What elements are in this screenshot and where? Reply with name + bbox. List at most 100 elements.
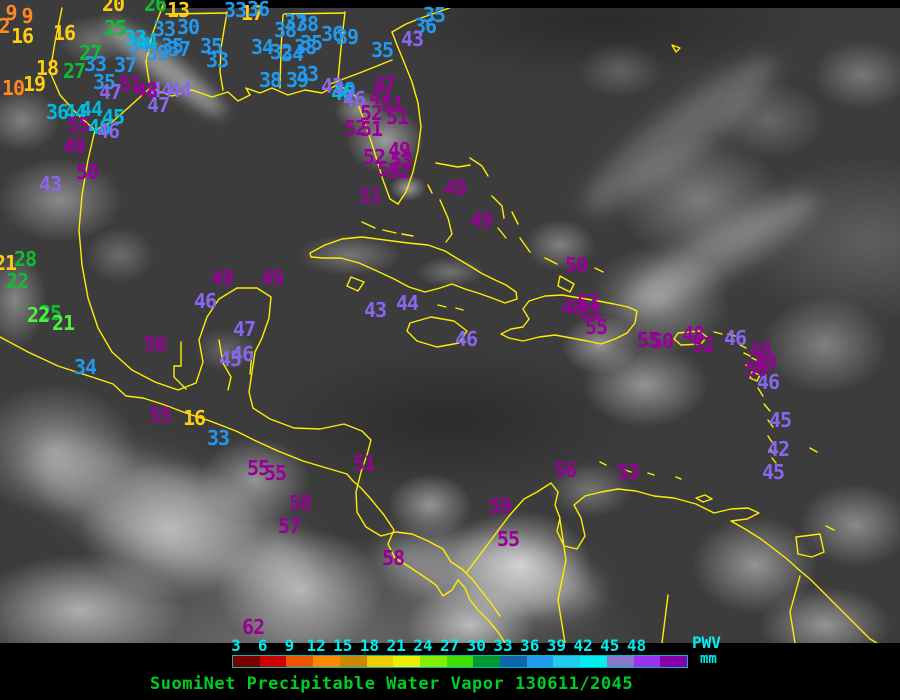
station-pwv-value: 59 xyxy=(488,494,512,518)
colorbar-unit-sub-label: mm xyxy=(700,651,717,667)
station-pwv-value: 39 xyxy=(335,25,359,49)
station-pwv-value: 57 xyxy=(277,514,301,538)
station-pwv-value: 46 xyxy=(230,342,254,366)
border-al-ga xyxy=(337,11,346,81)
station-pwv-value: 25 xyxy=(38,301,62,325)
station-pwv-value: 13 xyxy=(166,0,190,22)
station-pwv-value: 36 xyxy=(413,14,437,38)
coastline-south-america xyxy=(466,482,878,644)
station-pwv-value: 9 xyxy=(21,4,33,28)
station-pwv-value: 49 xyxy=(62,134,86,158)
station-pwv-value: 16 xyxy=(52,21,76,45)
station-pwv-value: 48 xyxy=(134,78,158,102)
station-pwv-value: 47 xyxy=(368,85,392,109)
colorbar-unit-label: PWV xyxy=(692,633,721,652)
station-pwv-value: 46 xyxy=(756,370,780,394)
coastline-jamaica xyxy=(406,316,468,348)
station-pwv-value: 48 xyxy=(681,322,705,346)
station-pwv-value: 16 xyxy=(10,24,34,48)
colorbar-tick-label: 33 xyxy=(493,636,513,655)
station-pwv-value: 49 xyxy=(753,350,777,374)
border-ms-al xyxy=(279,14,284,89)
station-pwv-value: 34 xyxy=(127,33,151,57)
station-pwv-value: 28 xyxy=(13,247,37,271)
station-pwv-value: 55 xyxy=(578,300,602,324)
station-pwv-value: 21 xyxy=(51,311,75,335)
station-pwv-value: 50 xyxy=(143,332,167,356)
pwv-colorbar xyxy=(232,655,688,668)
station-pwv-value: 38 xyxy=(293,35,317,59)
station-pwv-value: 49 xyxy=(210,266,234,290)
colorbar-segment xyxy=(553,656,581,667)
station-pwv-value: 55 xyxy=(148,403,172,427)
station-pwv-value: 58 xyxy=(288,491,312,515)
border-fl-ga xyxy=(329,59,393,85)
station-pwv-value: 34 xyxy=(73,355,97,379)
station-pwv-value: 35 xyxy=(422,3,446,27)
coastline-gulf xyxy=(149,85,356,102)
station-pwv-value: 45 xyxy=(768,408,792,432)
station-pwv-value: 33 xyxy=(152,17,176,41)
station-pwv-value: 44 xyxy=(63,100,87,124)
colorbar-segment xyxy=(446,656,474,667)
station-pwv-value: 44 xyxy=(149,78,173,102)
station-pwv-value: 47 xyxy=(146,93,170,117)
colorbar-tick-label: 30 xyxy=(466,636,486,655)
station-pwv-value: 38 xyxy=(258,68,282,92)
station-pwv-value: 44 xyxy=(79,97,103,121)
colorbar-segment xyxy=(606,656,634,667)
colorbar-tick-label: 39 xyxy=(546,636,567,655)
station-pwv-value: 46 xyxy=(330,81,354,105)
station-pwv-value: 34 xyxy=(250,35,274,59)
colorbar-segment xyxy=(286,656,314,667)
colorbar-segment xyxy=(473,656,501,667)
colorbar-tick-label: 36 xyxy=(520,636,540,655)
station-pwv-value: 45 xyxy=(101,105,125,129)
coastline-abc-islands xyxy=(599,461,682,480)
station-pwv-value: 52 xyxy=(691,333,715,357)
station-pwv-value: 45 xyxy=(761,460,785,484)
station-pwv-value: 21 xyxy=(0,251,17,275)
station-pwv-value: 49 xyxy=(387,138,411,162)
colorbar-tick-label: 6 xyxy=(257,636,268,655)
colorbar-segment xyxy=(660,656,687,667)
station-pwv-value: 36 xyxy=(320,22,344,46)
station-pwv-value: 56 xyxy=(553,458,577,482)
station-pwv-value: 46 xyxy=(342,87,366,111)
colorbar-tick-label: 18 xyxy=(359,636,380,655)
station-pwv-value: 50 xyxy=(564,253,588,277)
coastline-florida-west xyxy=(354,95,399,205)
station-pwv-value: 33 xyxy=(83,52,107,76)
station-pwv-value: 48 xyxy=(748,338,772,362)
station-pwv-value: 46 xyxy=(723,326,747,350)
station-pwv-value: 39 xyxy=(285,68,309,92)
top-black-bar xyxy=(165,0,900,8)
colorbar-segment xyxy=(366,656,394,667)
station-pwv-value: 37 xyxy=(167,37,191,61)
station-pwv-value: 55 xyxy=(636,328,660,352)
station-pwv-value: 18 xyxy=(35,56,59,80)
station-pwv-value: 26 xyxy=(143,0,167,16)
colorbar-tick-label: 48 xyxy=(626,636,647,655)
station-pwv-value: 53 xyxy=(576,290,600,314)
station-pwv-value: 44 xyxy=(395,291,419,315)
border-tx-la xyxy=(145,4,164,89)
coastline-cuba xyxy=(309,236,518,304)
station-pwv-value: 9 xyxy=(5,1,17,25)
station-pwv-value: 47 xyxy=(232,317,256,341)
station-pwv-value: 51 xyxy=(359,117,383,141)
coastline-florida-keys xyxy=(361,221,414,237)
station-pwv-value: 50 xyxy=(650,329,674,353)
colorbar-tick-label: 24 xyxy=(413,636,433,655)
colorbar-tick-label: 45 xyxy=(600,636,620,655)
station-pwv-value: 51 xyxy=(352,451,376,475)
station-pwv-value: 2 xyxy=(0,14,11,38)
station-pwv-value: 34 xyxy=(280,42,304,66)
station-pwv-value: 43 xyxy=(400,27,424,51)
station-pwv-value: 30 xyxy=(176,15,200,39)
colorbar-segment xyxy=(419,656,447,667)
colorbar-tick-label: 42 xyxy=(573,636,593,655)
